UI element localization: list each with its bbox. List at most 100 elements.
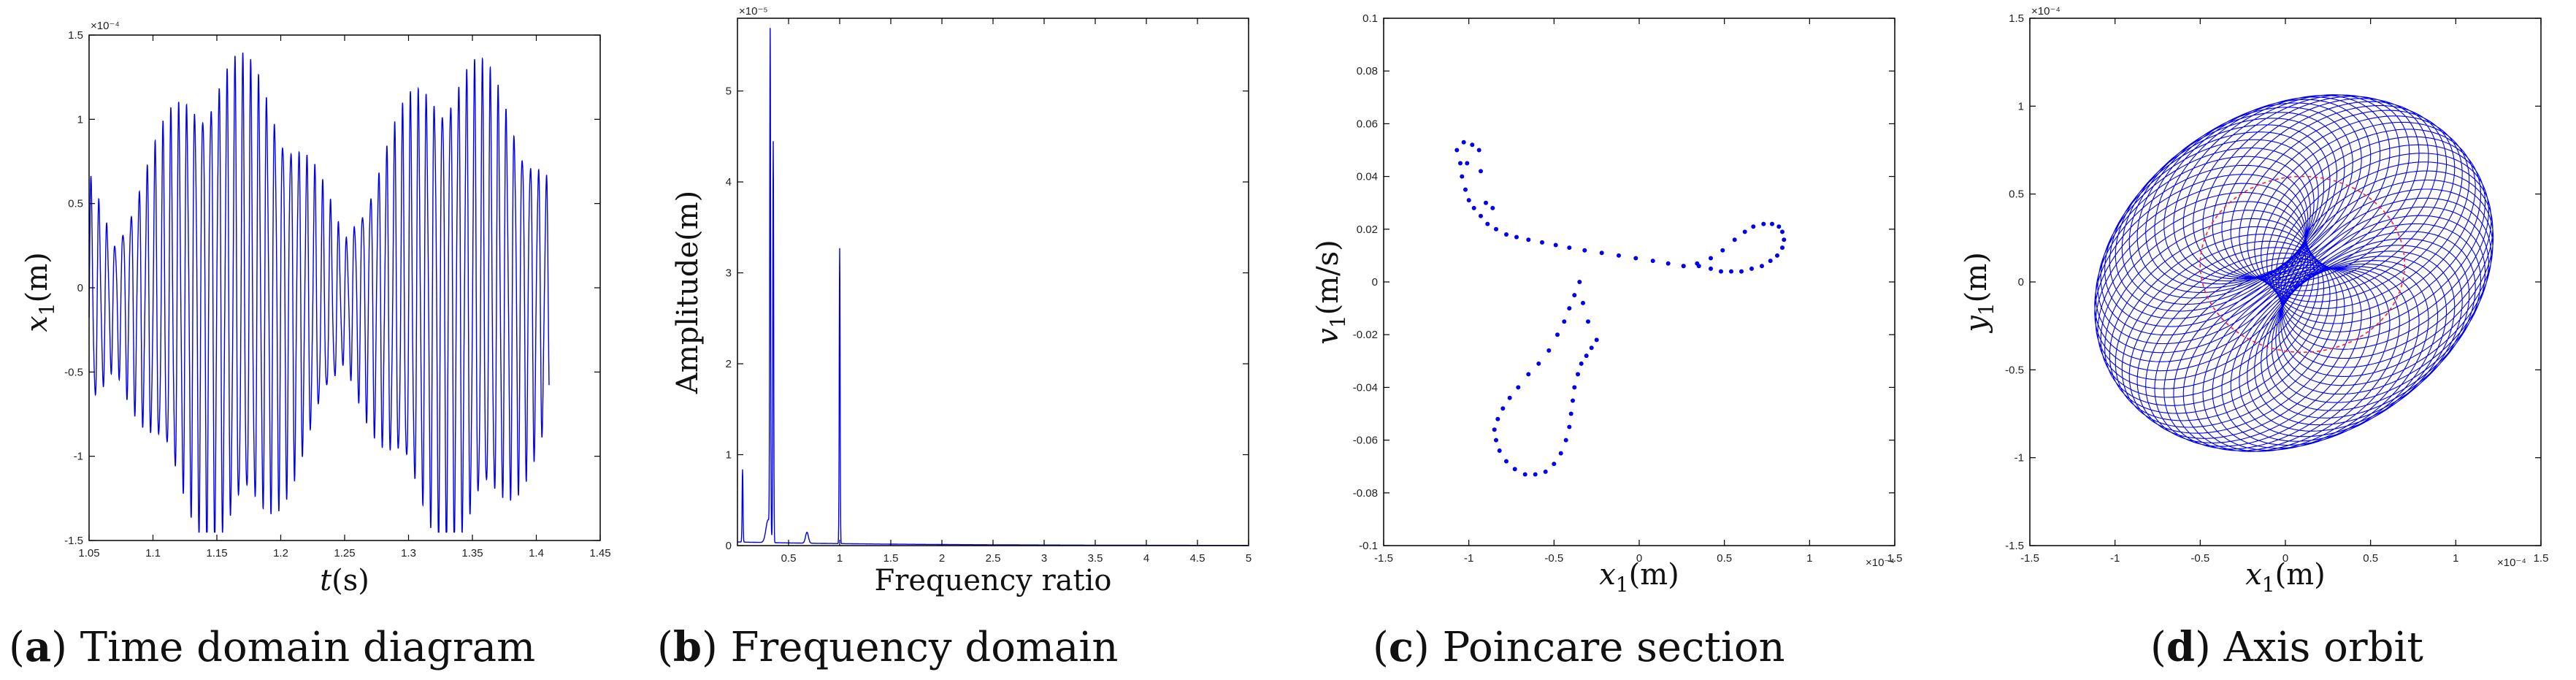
panel-c-poincare-point [1526, 372, 1531, 377]
panel-d-xlabel-var: x [2245, 558, 2262, 592]
panel-c-xtick-label: -1 [1464, 552, 1473, 565]
panel-c-ytick-label: -0.08 [1353, 487, 1378, 500]
panel-d-xtick-label: 1.5 [2534, 552, 2549, 565]
panel-b-caption-text: ) Frequency domain [702, 624, 1118, 671]
panel-c-ytick-label: 0.1 [1362, 12, 1378, 25]
panel-a-ylabel-unit: (m) [20, 252, 54, 302]
panel-c-x-exponent: ×10⁻⁴ [1866, 557, 1895, 569]
panel-b-axes-frame [737, 18, 1249, 546]
panel-c-poincare-point [1543, 469, 1548, 474]
panel-d-y-exponent: ×10⁻⁴ [2031, 5, 2061, 18]
panel-c-poincare-point [1500, 406, 1506, 411]
panel-d-xtick-label: 0 [2282, 552, 2288, 565]
panel-d-caption-text: ) Axis orbit [2195, 624, 2423, 671]
panel-b-ytick-label: 4 [726, 176, 732, 188]
panel-c-poincare-point [1650, 259, 1655, 264]
panel-d-axis-orbit: -1.5 -1 -0.5 0 0.5 1 1.5 -1.5 -1 -0.5 0 0.5 1 1.5 ×1… [1960, 5, 2548, 671]
panel-a-caption: (a) Time domain diagram [9, 623, 535, 671]
panel-c-poincare-point [1586, 319, 1590, 324]
svg-text:y1(m): y1(m) [1960, 252, 1998, 334]
panel-c-caption-text: ) Poincare section [1414, 624, 1785, 671]
panel-c-xlabel-sub: 1 [1616, 573, 1629, 597]
panel-c-poincare-point [1470, 142, 1475, 148]
panel-a-xtick-label: 1.4 [529, 547, 544, 559]
panel-d-ytick-label: -1.5 [2005, 540, 2024, 552]
panel-d-caption: (d) Axis orbit [2150, 623, 2423, 671]
panel-b-xtick-label: 4.5 [1190, 552, 1205, 565]
panel-c-poincare-point [1567, 306, 1572, 311]
panel-c-poincare-point [1665, 261, 1671, 266]
panel-c-poincare-point [1514, 234, 1519, 240]
panel-c-poincare-point [1536, 361, 1541, 366]
panel-c-poincare-point [1751, 224, 1756, 229]
panel-c-ytick-label: -0.1 [1359, 540, 1378, 552]
panel-c-poincare-point [1563, 438, 1568, 443]
panel-d-red-orbit [2199, 175, 2406, 354]
panel-a-ytick-label: 1 [77, 113, 83, 126]
panel-a-xlabel-unit: (s) [331, 564, 369, 597]
panel-c-y-ticks: -0.1 -0.08 -0.06 -0.04 -0.02 0 0.02 0.04 0.06 0.0… [1353, 12, 1895, 552]
panel-c-ytick-label: 0 [1372, 276, 1378, 289]
panel-c-poincare-point [1471, 205, 1476, 210]
panel-c-poincare-point [1780, 245, 1785, 251]
panel-c-ytick-label: -0.04 [1353, 381, 1378, 394]
panel-d-orbit-line [2094, 94, 2494, 452]
panel-c-poincare-point [1553, 242, 1558, 248]
panel-c-poincare-point [1546, 348, 1552, 353]
panel-c-poincare-point [1512, 467, 1517, 472]
panel-d-xtick-label: 1 [2453, 552, 2458, 565]
panel-a-xlabel-var: t [320, 564, 332, 597]
panel-d-ytick-label: 1 [2018, 100, 2024, 112]
panel-b-xtick-label: 2.5 [986, 552, 1001, 565]
panel-c-poincare-point [1599, 251, 1604, 256]
panel-c-caption: (c) Poincare section [1373, 623, 1785, 671]
panel-b-ylabel: Amplitude(m) [671, 191, 705, 394]
panel-c-poincare-point [1633, 256, 1638, 261]
panel-b-x-ticks: 0.5 1 1.5 2 2.5 3 3.5 4 4.5 5 [781, 18, 1251, 565]
panel-d-xlabel: x1(m) [2245, 558, 2326, 597]
panel-c-xtick-label: 1.5 [1887, 552, 1903, 565]
panel-c-poincare-point [1572, 385, 1577, 390]
panel-c-poincare-point [1490, 205, 1495, 210]
panel-c-poincare-point [1729, 269, 1733, 274]
panel-c-xtick-label: 0 [1636, 552, 1642, 565]
panel-c-poincare-point [1775, 253, 1779, 258]
panel-c-poincare-point [1768, 259, 1773, 264]
panel-c-poincare-point [1495, 416, 1500, 421]
panel-c-ylabel-var: v [1311, 328, 1345, 345]
panel-c-poincare-point [1782, 237, 1787, 242]
panel-c-poincare-point [1732, 237, 1737, 242]
panel-c-poincare-point [1572, 293, 1577, 298]
panel-c-poincare-point [1780, 229, 1785, 234]
panel-a-y-ticks: -1.5 -1 -0.5 0 0.5 1 1.5 [64, 29, 600, 547]
panel-d-ytick-label: 0.5 [2009, 188, 2024, 201]
panel-c-poincare-point [1461, 140, 1466, 145]
panel-b-xlabel: Frequency ratio [875, 564, 1112, 597]
panel-c-poincare-point [1720, 248, 1725, 253]
panel-d-xtick-label: -0.5 [2190, 552, 2209, 565]
panel-b-y-ticks: 0 1 2 3 4 5 [726, 85, 1249, 552]
svg-text:v1(m/s): v1(m/s) [1311, 240, 1350, 345]
panel-c-poincare-point [1617, 253, 1621, 258]
panel-a-xtick-label: 1.25 [334, 547, 355, 559]
panel-c-xlabel: x1(m) [1599, 558, 1679, 597]
panel-c-poincare-point [1719, 269, 1723, 274]
panel-c-xlabel-unit: (m) [1629, 558, 1679, 592]
panel-b-caption-letter: b [673, 623, 702, 671]
panel-b-ytick-label: 3 [726, 267, 732, 280]
panel-c-xlabel-var: x [1599, 558, 1616, 592]
panel-c-poincare-point [1476, 148, 1481, 153]
panel-a-xtick-label: 1.45 [589, 547, 610, 559]
panel-b-xtick-label: 1.5 [883, 552, 899, 565]
panel-c-poincare-point [1577, 280, 1582, 284]
panel-c-ytick-label: 0.04 [1357, 171, 1378, 183]
panel-d-y-ticks: -1.5 -1 -0.5 0 0.5 1 1.5 [2005, 12, 2541, 552]
panel-c-poincare-point [1584, 354, 1589, 359]
panel-c-poincare-point [1594, 337, 1599, 343]
panel-c-poincare-point [1526, 237, 1531, 242]
panel-c-poincare-point [1540, 240, 1544, 245]
panel-c-poincare-point [1504, 459, 1509, 464]
panel-a-xtick-label: 1.2 [273, 547, 288, 559]
panel-b-xtick-label: 5 [1246, 552, 1251, 565]
panel-c-poincare-point [1497, 448, 1502, 453]
